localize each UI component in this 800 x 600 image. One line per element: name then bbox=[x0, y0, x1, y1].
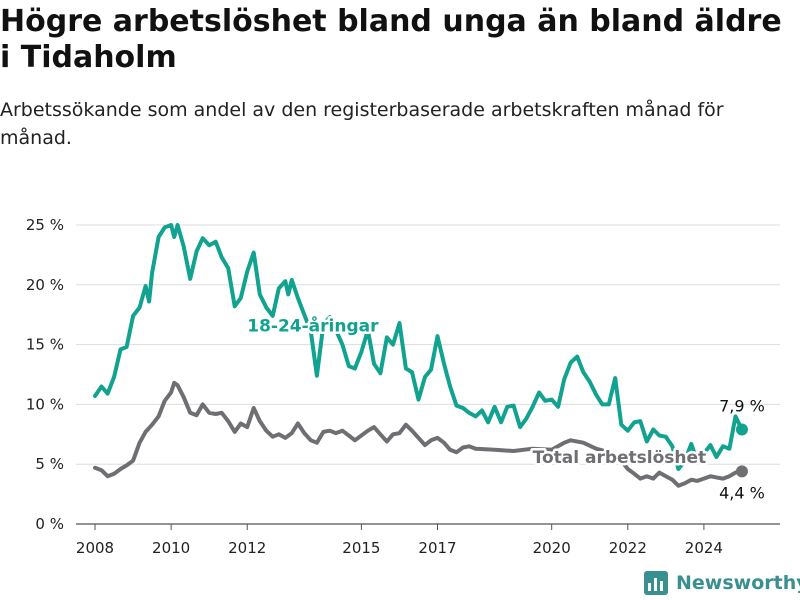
newsworthy-logo-icon bbox=[644, 571, 668, 595]
y-tick-label: 10 % bbox=[26, 395, 64, 413]
y-tick-label: 5 % bbox=[35, 455, 64, 473]
series-name-label: 18-24-åringar bbox=[247, 314, 379, 336]
series-line bbox=[93, 380, 744, 488]
series-name-label: Total arbetslöshet bbox=[533, 448, 707, 468]
x-tick-label: 2017 bbox=[418, 539, 456, 557]
chart-title: Högre arbetslöshet bland unga än bland ä… bbox=[0, 4, 782, 75]
series-labels: 7,9 % 4,4 % 18-24-åringar Total arbetslöshe… bbox=[245, 312, 765, 502]
series-end-point bbox=[735, 423, 748, 436]
x-tick-label: 2020 bbox=[533, 539, 571, 557]
end-value-label: 4,4 % bbox=[719, 483, 765, 502]
newsworthy-logo[interactable]: Newsworthy bbox=[644, 568, 800, 598]
brand-name: Newsworthy bbox=[676, 572, 800, 594]
chart-subtitle: Arbetssökande som andel av den registerb… bbox=[0, 99, 724, 149]
y-tick-label: 25 % bbox=[26, 216, 64, 234]
gridlines bbox=[76, 224, 780, 525]
x-axis: 2008 2010 2012 2015 2017 2020 2022 2024 bbox=[76, 524, 723, 557]
y-tick-label: 0 % bbox=[35, 515, 64, 533]
series-end-point bbox=[735, 465, 748, 478]
y-axis: 0 % 5 % 10 % 15 % 20 % 25 % bbox=[26, 216, 64, 533]
end-value-label: 7,9 % bbox=[719, 397, 765, 416]
x-tick-label: 2024 bbox=[685, 539, 723, 557]
x-tick-label: 2012 bbox=[228, 539, 266, 557]
x-tick-label: 2010 bbox=[152, 539, 190, 557]
y-tick-label: 15 % bbox=[26, 336, 64, 354]
series-line bbox=[93, 223, 744, 471]
x-tick-label: 2015 bbox=[342, 539, 380, 557]
series-lines bbox=[93, 223, 748, 488]
y-tick-label: 20 % bbox=[26, 276, 64, 294]
x-tick-label: 2008 bbox=[76, 539, 114, 557]
x-tick-label: 2022 bbox=[609, 539, 647, 557]
